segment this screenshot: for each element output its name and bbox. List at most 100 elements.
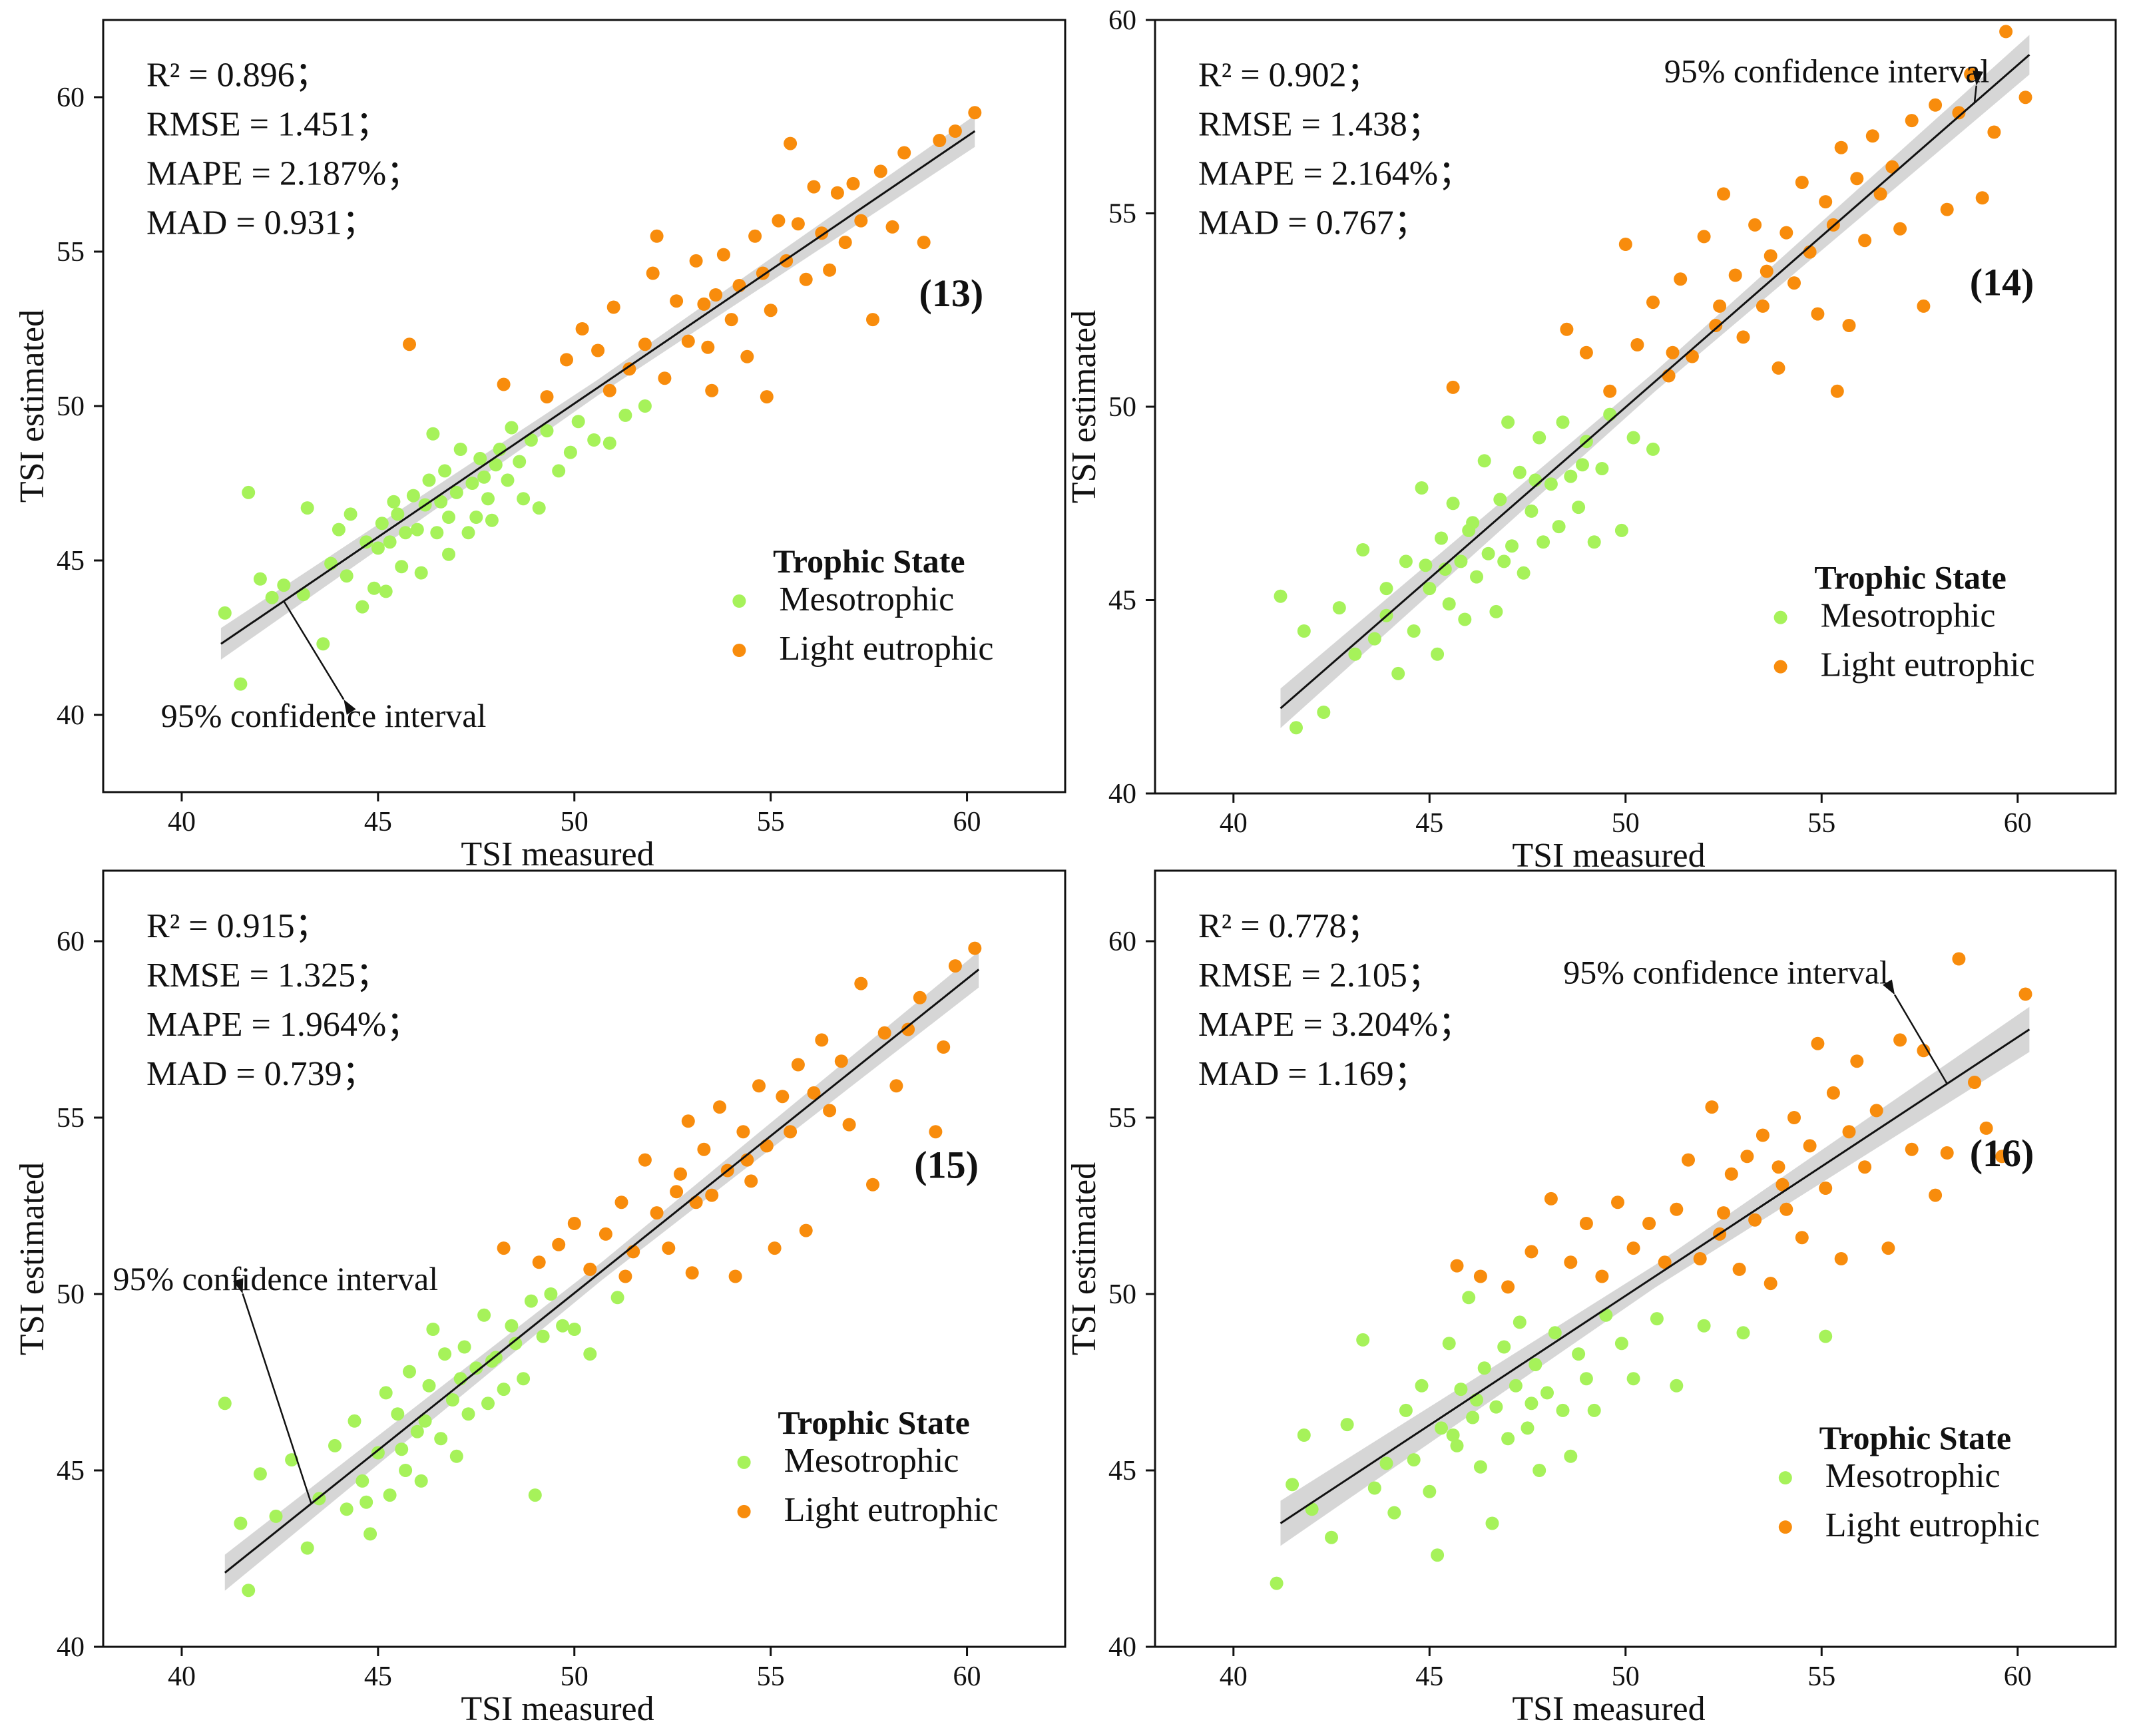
point-light-eutrophic [764, 304, 778, 318]
point-mesotrophic [528, 1488, 542, 1502]
regression-line [224, 969, 980, 1574]
point-light-eutrophic [606, 300, 620, 314]
point-mesotrophic [524, 433, 538, 447]
point-mesotrophic [426, 1323, 440, 1336]
point-light-eutrophic [575, 322, 589, 335]
point-mesotrophic [242, 485, 256, 499]
point-mesotrophic [442, 511, 455, 524]
point-mesotrophic [418, 1414, 432, 1428]
stat-line: MAD = 0.739； [146, 1055, 377, 1093]
point-mesotrophic [532, 501, 546, 515]
point-light-eutrophic [873, 164, 887, 178]
y-axis-label: TSI estimated [1065, 1162, 1103, 1355]
point-light-eutrophic [622, 362, 636, 376]
point-light-eutrophic [1728, 268, 1742, 282]
x-tick-label: 40 [168, 807, 196, 837]
point-mesotrophic [391, 1407, 405, 1421]
point-light-eutrophic [1842, 319, 1856, 332]
series-mesotrophic [1270, 1291, 1833, 1590]
legend-swatch-mesotrophic [1778, 1471, 1792, 1485]
point-light-eutrophic [1713, 299, 1727, 313]
point-light-eutrophic [1736, 330, 1750, 344]
y-axis-label: TSI estimated [13, 1162, 51, 1355]
point-mesotrophic [1297, 1428, 1311, 1442]
point-light-eutrophic [646, 266, 660, 280]
point-light-eutrophic [1787, 1111, 1801, 1124]
stat-line: RMSE = 1.325； [146, 957, 390, 994]
point-mesotrophic [332, 523, 346, 537]
point-mesotrophic [587, 433, 601, 447]
point-light-eutrophic [897, 146, 911, 160]
point-light-eutrophic [1952, 952, 1966, 966]
series-light-eutrophic [497, 941, 982, 1283]
point-light-eutrophic [948, 124, 962, 138]
y-tick-label: 55 [57, 1103, 85, 1134]
point-light-eutrophic [1819, 1182, 1833, 1195]
point-mesotrophic [1442, 1337, 1456, 1351]
point-mesotrophic [1650, 1312, 1664, 1326]
point-light-eutrophic [2018, 91, 2032, 105]
point-mesotrophic [477, 470, 491, 484]
point-mesotrophic [1489, 1400, 1503, 1414]
point-mesotrophic [618, 408, 632, 422]
y-axis-label: TSI estimated [1065, 310, 1103, 503]
point-light-eutrophic [740, 349, 754, 363]
y-tick-label: 50 [1108, 392, 1136, 423]
point-light-eutrophic [1764, 249, 1777, 263]
point-light-eutrophic [1811, 307, 1825, 321]
point-mesotrophic [363, 1527, 377, 1541]
point-mesotrophic [1614, 1337, 1628, 1351]
point-light-eutrophic [638, 1153, 652, 1167]
point-mesotrophic [1419, 558, 1433, 572]
point-mesotrophic [399, 1464, 413, 1477]
confidence-annotation: 95% confidence interval [113, 1260, 438, 1297]
point-mesotrophic [1497, 1340, 1511, 1354]
point-light-eutrophic [1670, 1202, 1684, 1216]
point-light-eutrophic [854, 977, 868, 990]
point-light-eutrophic [1811, 1036, 1825, 1050]
x-axis-label: TSI measured [1512, 837, 1705, 875]
point-mesotrophic [473, 451, 487, 465]
x-tick-label: 55 [757, 1661, 785, 1692]
point-mesotrophic [406, 489, 420, 503]
point-mesotrophic [497, 1383, 511, 1397]
point-light-eutrophic [933, 134, 947, 147]
point-light-eutrophic [929, 1125, 943, 1139]
point-mesotrophic [481, 492, 495, 506]
point-light-eutrophic [1724, 1167, 1738, 1181]
point-mesotrophic [453, 443, 467, 456]
point-light-eutrophic [591, 343, 605, 357]
point-light-eutrophic [1893, 222, 1907, 236]
point-mesotrophic [501, 473, 515, 487]
point-light-eutrophic [567, 1217, 581, 1230]
point-mesotrophic [1438, 562, 1452, 576]
y-tick-label: 50 [57, 391, 85, 422]
point-light-eutrophic [560, 353, 573, 367]
point-light-eutrophic [799, 1223, 813, 1237]
point-light-eutrophic [1450, 1259, 1464, 1273]
point-mesotrophic [469, 1361, 483, 1375]
point-light-eutrophic [744, 1174, 758, 1188]
point-mesotrophic [1533, 431, 1546, 445]
point-mesotrophic [438, 464, 452, 478]
point-mesotrophic [1367, 632, 1381, 646]
point-mesotrophic [567, 1323, 581, 1336]
point-mesotrophic [517, 1372, 531, 1386]
point-light-eutrophic [776, 1090, 790, 1104]
point-mesotrophic [1481, 546, 1495, 560]
point-mesotrophic [1391, 666, 1405, 680]
x-tick-label: 60 [2004, 808, 2032, 839]
legend-label-light-eutrophic: Light eutrophic [784, 1491, 999, 1529]
x-tick-label: 60 [2004, 1661, 2032, 1692]
stat-line: MAPE = 2.164%； [1198, 155, 1473, 193]
point-mesotrophic [536, 1329, 550, 1343]
point-light-eutrophic [752, 1079, 766, 1093]
point-mesotrophic [1513, 1315, 1527, 1329]
point-mesotrophic [1552, 520, 1566, 534]
y-tick-label: 50 [57, 1279, 85, 1310]
point-mesotrophic [1576, 458, 1589, 472]
point-mesotrophic [379, 584, 393, 598]
point-light-eutrophic [917, 236, 931, 250]
point-mesotrophic [340, 569, 354, 583]
point-light-eutrophic [842, 1118, 856, 1132]
